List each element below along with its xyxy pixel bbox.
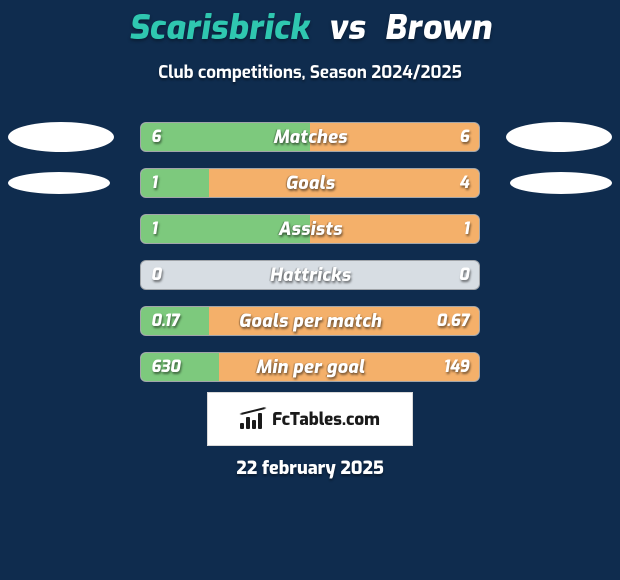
stat-rows: Matches66Goals14Assists11Hattricks00Goal… [0,122,620,398]
title: Scarisbrick vs Brown [0,0,620,51]
stat-row: Goals per match0.170.67 [0,306,620,336]
stat-row: Goals1 4 [0,168,620,198]
right-ellipse-icon [510,172,612,194]
right-ellipse-icon [506,122,612,152]
stat-value-left: 1 [141,215,167,243]
stat-value-right: 6 [449,123,479,151]
stat-row: Hattricks0 0 [0,260,620,290]
stat-value-right: 1 [453,215,479,243]
stat-value-left: 0 [141,261,171,289]
stat-value-right: 0.67 [426,307,479,335]
stat-bar: Min per goal630 149 [140,352,480,382]
stat-value-left: 0.17 [141,307,189,335]
left-ellipse-icon [8,122,114,152]
stat-bar: Matches6 6 [140,122,480,152]
fctables-logo-icon [240,409,266,429]
stat-value-right: 0 [449,261,479,289]
stat-row: Matches6 6 [0,122,620,152]
source-badge-text: FcTables.com [272,408,380,431]
date-label: 22 february 2025 [0,456,620,480]
stat-label: Assists [141,215,479,243]
stat-row: Min per goal630 149 [0,352,620,382]
stat-bar: Goals per match0.170.67 [140,306,480,336]
stat-bar: Assists1 1 [140,214,480,244]
comparison-infographic: Scarisbrick vs Brown Club competitions, … [0,0,620,580]
stat-value-left: 1 [141,169,167,197]
stat-label: Goals [141,169,479,197]
stat-label: Hattricks [141,261,479,289]
stat-bar: Hattricks0 0 [140,260,480,290]
stat-bar: Goals1 4 [140,168,480,198]
left-ellipse-icon [8,172,110,194]
stat-value-right: 149 [433,353,479,381]
stat-label: Matches [141,123,479,151]
subtitle: Club competitions, Season 2024/2025 [0,61,620,84]
source-badge: FcTables.com [207,392,413,446]
title-player2: Brown [384,6,491,51]
title-player1: Scarisbrick [128,6,309,51]
stat-row: Assists1 1 [0,214,620,244]
stat-value-right: 4 [449,169,479,197]
stat-value-left: 630 [141,353,190,381]
title-vs: vs [328,6,365,51]
stat-value-left: 6 [141,123,171,151]
stat-label: Min per goal [141,353,479,381]
